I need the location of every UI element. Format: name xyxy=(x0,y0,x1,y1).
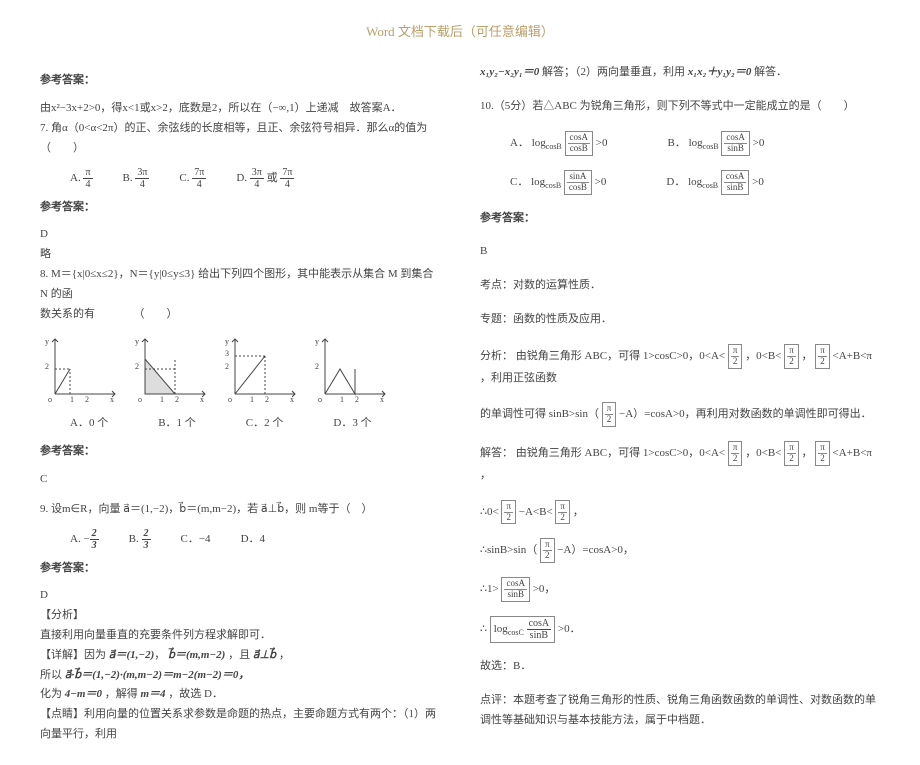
fenxi2: 的单调性可得 sinB>sin（ π2 −A）=cosA>0，再利用对数函数的单… xyxy=(480,402,880,427)
answer-label-4: 参考答案： xyxy=(40,559,440,579)
q9-opt-b: B. 23 xyxy=(129,528,151,551)
svg-text:2: 2 xyxy=(315,362,319,371)
svg-text:o: o xyxy=(48,395,52,404)
q9-opt-a: A. −23 xyxy=(70,528,99,551)
analysis-label: 【分析】 xyxy=(40,606,440,626)
therefore-1: ∴0< π2 −A<B< π2 ， xyxy=(480,500,880,525)
answer-label-5: 参考答案： xyxy=(480,209,880,229)
q8-opt-a: A．0 个 xyxy=(70,414,108,434)
dianqing: 【点睛】利用向量的位置关系求参数是命题的热点，主要命题方式有两个：（1）两向量平… xyxy=(40,705,440,745)
guxuan: 故选：B． xyxy=(480,657,880,677)
detail-line: 【详解】因为 a⃗＝(1,−2)， b⃗＝(m,m−2) ，且 a⃗⊥b⃗ ， xyxy=(40,646,440,666)
left-column: 参考答案： 由x²−3x+2>0，得x<1或x>2，底数是2，所以在（−∞,1）… xyxy=(40,63,440,744)
q10-opts-row2: C． logcosB sinAcosB >0 D． logcosB cosAsi… xyxy=(510,170,880,195)
svg-text:o: o xyxy=(228,395,232,404)
graph-set: 1 2 x 2 y o 1 2 x 2 y o 1 2 x 3 2 y o xyxy=(40,334,440,404)
dianping: 点评：本题考查了锐角三角形的性质、锐角三角函数函数的单调性、对数函数的单调性等基… xyxy=(480,691,880,731)
question-9: 9. 设m∈R，向量 a⃗＝(1,−2)，b⃗＝(m,m−2)，若 a⃗⊥b⃗，… xyxy=(40,500,440,520)
svg-text:2: 2 xyxy=(265,395,269,404)
right-column: x₁y₂−x₂y₁＝0 解答；（2）两向量垂直，利用 x₁x₂＋y₁y₂＝0 解… xyxy=(480,63,880,744)
q-line-1: 由x²−3x+2>0，得x<1或x>2，底数是2，所以在（−∞,1）上递减 故答… xyxy=(40,99,440,119)
q9-opt-d: D．4 xyxy=(241,530,265,550)
svg-text:2: 2 xyxy=(135,362,139,371)
opt-a: A. π4 xyxy=(70,167,93,190)
fenxi: 分析： 由锐角三角形 ABC，可得 1>cosC>0，0<A< π2 ，0<B<… xyxy=(480,344,880,389)
svg-text:y: y xyxy=(315,337,319,346)
question-10: 10.（5分）若△ABC 为锐角三角形，则下列不等式中一定能成立的是（ ） xyxy=(480,97,880,117)
q8-options: A．0 个 B．1 个 C．2 个 D．3 个 xyxy=(70,414,440,434)
svg-text:y: y xyxy=(225,337,229,346)
graph-1: 1 2 x 2 y o xyxy=(40,334,120,404)
q7-options: A. π4 B. 3π4 C. 7π4 D. 3π4 或 7π4 xyxy=(70,167,440,190)
zhuanti: 专题：函数的性质及应用． xyxy=(480,310,880,330)
svg-text:y: y xyxy=(45,337,49,346)
svg-text:1: 1 xyxy=(250,395,254,404)
dot-product-line: 所以 a⃗·b⃗＝(1,−2)·(m,m−2)＝m−2(m−2)＝0， xyxy=(40,666,440,686)
q9-options: A. −23 B. 23 C．−4 D．4 xyxy=(70,528,440,551)
svg-text:x: x xyxy=(200,395,204,404)
svg-text:x: x xyxy=(290,395,294,404)
question-8b: 数关系的有 （ ） xyxy=(40,305,440,325)
q10-opt-d: D． logcosB cosAsinB >0 xyxy=(666,170,763,195)
svg-text:3: 3 xyxy=(225,349,229,358)
svg-text:1: 1 xyxy=(70,395,74,404)
svg-text:2: 2 xyxy=(85,395,89,404)
q8-opt-d: D．3 个 xyxy=(333,414,371,434)
therefore-log: ∴ logcosC cosAsinB >0． xyxy=(480,616,880,643)
q9-opt-c: C．−4 xyxy=(181,530,211,550)
answer-2: D xyxy=(40,225,440,245)
graph-2: 1 2 x 2 y o xyxy=(130,334,210,404)
kaodian: 考点：对数的运算性质． xyxy=(480,276,880,296)
svg-text:2: 2 xyxy=(45,362,49,371)
opt-d: D. 3π4 或 7π4 xyxy=(236,167,294,190)
question-8: 8. M＝{x|0≤x≤2}，N＝{y|0≤y≤3} 给出下列四个图形，其中能表… xyxy=(40,265,440,305)
svg-text:o: o xyxy=(318,395,322,404)
answer-4: D xyxy=(40,586,440,606)
svg-text:y: y xyxy=(135,337,139,346)
svg-text:o: o xyxy=(138,395,142,404)
q8-opt-c: C．2 个 xyxy=(246,414,284,434)
opt-b: B. 3π4 xyxy=(123,167,150,190)
svg-text:1: 1 xyxy=(340,395,344,404)
therefore-1gt: ∴1> cosAsinB >0， xyxy=(480,577,880,602)
q10-opts-row1: A． logcosB cosAcosB >0 B． logcosB cosAsi… xyxy=(510,131,880,156)
answer-label-1: 参考答案： xyxy=(40,71,440,91)
question-7: 7. 角α（0<α<2π）的正、余弦线的长度相等，且正、余弦符号相异．那么α的值… xyxy=(40,119,440,159)
q10-opt-a: A． logcosB cosAcosB >0 xyxy=(510,131,607,156)
analysis-text: 直接利用向量垂直的充要条件列方程求解即可． xyxy=(40,626,440,646)
header: Word 文档下载后（可任意编辑） xyxy=(40,20,880,43)
svg-text:x: x xyxy=(380,395,384,404)
answer-2-note: 略 xyxy=(40,245,440,265)
answer-3: C xyxy=(40,470,440,490)
answer-label-3: 参考答案： xyxy=(40,442,440,462)
q10-opt-b: B． logcosB cosAsinB >0 xyxy=(667,131,764,156)
svg-text:1: 1 xyxy=(160,395,164,404)
answer-label-2: 参考答案： xyxy=(40,198,440,218)
svg-text:x: x xyxy=(110,395,114,404)
right-line-1: x₁y₂−x₂y₁＝0 解答；（2）两向量垂直，利用 x₁x₂＋y₁y₂＝0 解… xyxy=(480,63,880,83)
jieda: 解答： 由锐角三角形 ABC，可得 1>cosC>0，0<A< π2 ，0<B<… xyxy=(480,441,880,486)
svg-text:2: 2 xyxy=(225,362,229,371)
graph-4: 1 2 x 2 y o xyxy=(310,334,390,404)
main-columns: 参考答案： 由x²−3x+2>0，得x<1或x>2，底数是2，所以在（−∞,1）… xyxy=(40,63,880,744)
therefore-sin: ∴sinB>sin（ π2 −A）=cosA>0， xyxy=(480,538,880,563)
solve-line: 化为 4−m＝0 ，解得 m＝4 ，故选 D． xyxy=(40,685,440,705)
q10-opt-c: C． logcosB sinAcosB >0 xyxy=(510,170,606,195)
answer-5: B xyxy=(480,242,880,262)
svg-text:2: 2 xyxy=(175,395,179,404)
q8-opt-b: B．1 个 xyxy=(158,414,196,434)
svg-text:2: 2 xyxy=(355,395,359,404)
graph-3: 1 2 x 3 2 y o xyxy=(220,334,300,404)
opt-c: C. 7π4 xyxy=(179,167,206,190)
